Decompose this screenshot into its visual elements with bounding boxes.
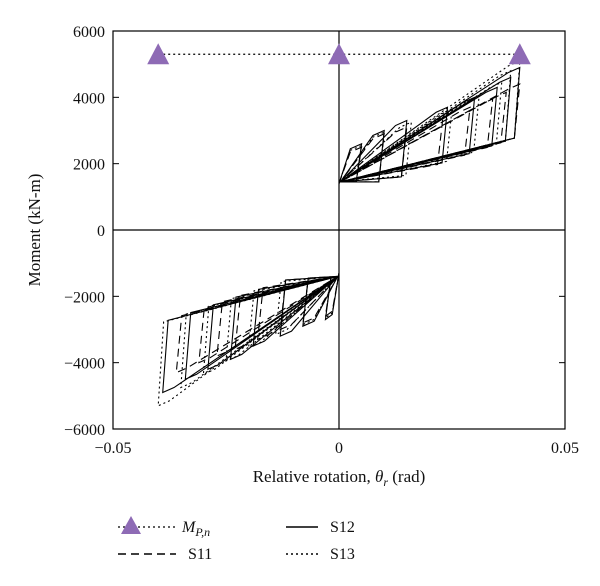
legend-label-s12: S12	[330, 519, 355, 536]
y-tick-label: 2000	[73, 157, 105, 174]
y-axis-title: Moment (kN-m)	[25, 174, 44, 287]
loop-path-negative	[175, 273, 340, 374]
x-tick-label: 0.05	[551, 440, 579, 457]
mpn-marker	[147, 43, 170, 65]
y-tick-label: −4000	[64, 356, 105, 373]
legend-swatch-mpn-triangle	[121, 516, 141, 534]
legend-label-mpn-subscript: P,n	[194, 525, 210, 539]
loop-path-positive	[338, 59, 521, 184]
x-axis-title-unit: (rad)	[388, 467, 425, 486]
series-s13	[157, 59, 521, 407]
series-layer	[157, 59, 521, 407]
legend: MP,n S12 S11 S13	[118, 516, 355, 563]
legend-item-s13: S13	[286, 546, 355, 563]
series-s11	[175, 83, 521, 374]
loop-path-negative	[157, 273, 340, 407]
y-tick-label: −6000	[64, 422, 105, 439]
x-tick-label: 0	[335, 440, 343, 457]
legend-label-mpn: MP,n	[181, 519, 210, 539]
mpn-layer	[147, 43, 531, 65]
x-axis-title-symbol: θ	[375, 467, 383, 486]
legend-item-s12: S12	[286, 519, 355, 536]
x-axis-title-main: Relative rotation,	[253, 467, 375, 486]
x-axis-ticks: −0.05 0 0.05	[94, 423, 579, 457]
legend-item-mpn: MP,n	[118, 516, 210, 539]
mpn-marker	[328, 43, 350, 65]
loop-path-negative	[162, 273, 340, 394]
mpn-marker	[508, 43, 531, 65]
x-axis-title-subscript: r	[383, 475, 388, 489]
legend-label-s11: S11	[188, 546, 212, 563]
x-axis-title: Relative rotation, θr (rad)	[253, 467, 426, 489]
plot-area	[112, 30, 566, 430]
y-axis-ticks: −6000 −4000 −2000 0 2000 4000 6000	[64, 24, 565, 439]
legend-item-s11: S11	[118, 546, 212, 563]
legend-label-mpn-main: M	[181, 519, 197, 536]
x-tick-label: −0.05	[94, 440, 131, 457]
y-tick-label: 4000	[73, 90, 105, 107]
y-tick-label: 6000	[73, 24, 105, 41]
y-tick-label: 0	[97, 223, 105, 240]
legend-label-s13: S13	[330, 546, 355, 563]
y-tick-label: −2000	[64, 289, 105, 306]
